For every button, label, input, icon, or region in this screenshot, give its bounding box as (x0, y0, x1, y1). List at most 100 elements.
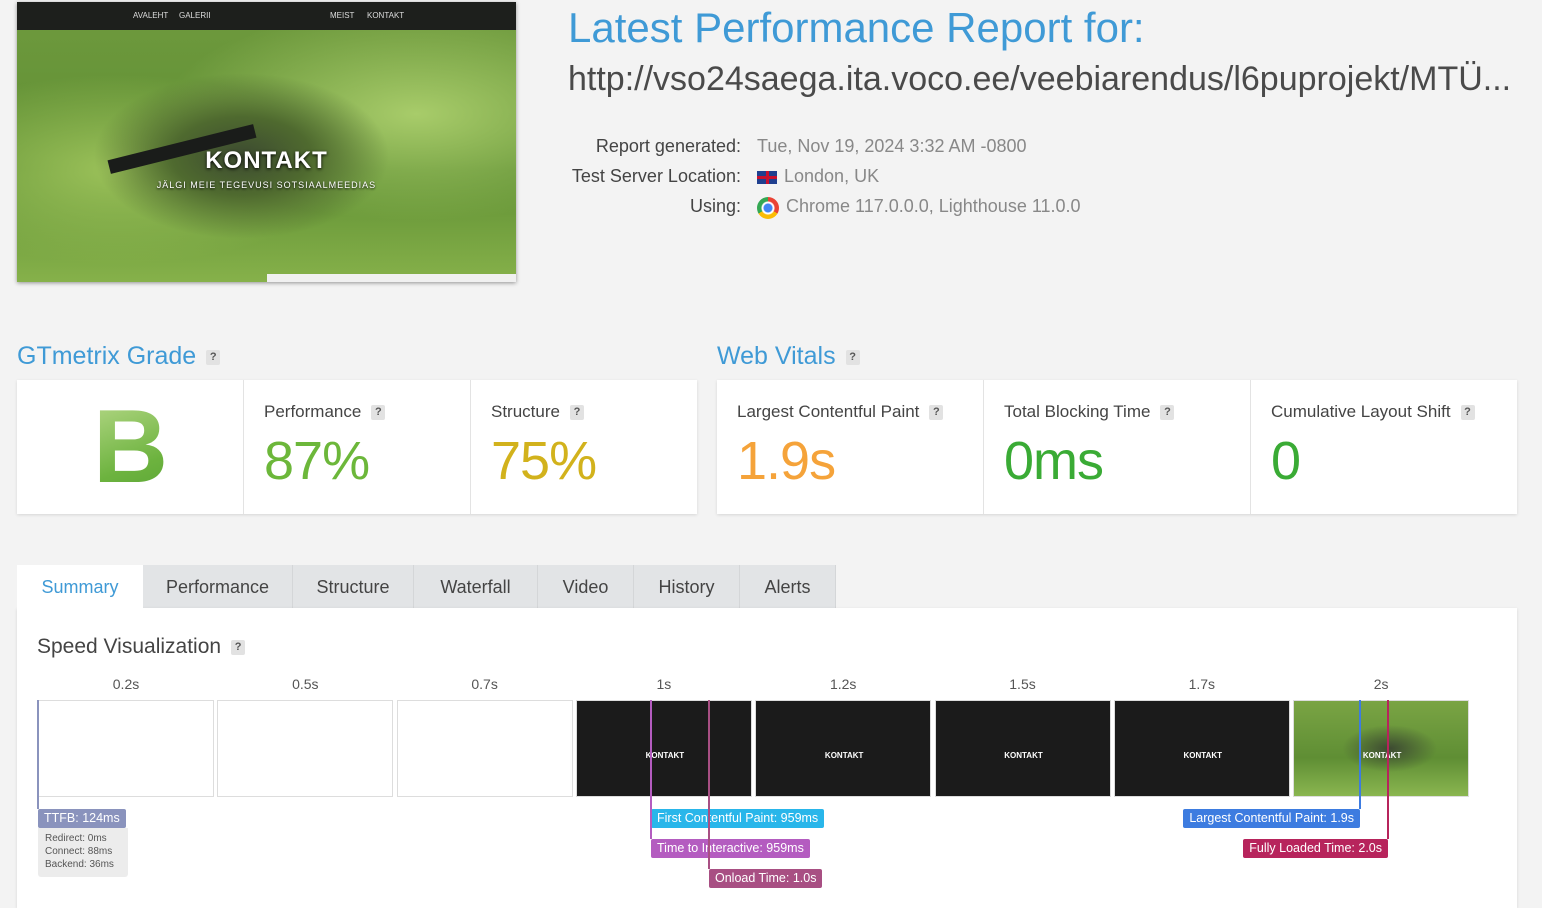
detail-value: Tue, Nov 19, 2024 3:32 AM -0800 (757, 136, 1027, 156)
section-title-text: Web Vitals (717, 342, 836, 370)
tab[interactable]: Waterfall (414, 565, 538, 609)
vital-value: 1.9s (737, 431, 836, 491)
tab[interactable]: Alerts (740, 565, 836, 609)
frame-time: 1.5s (1009, 676, 1036, 692)
tab[interactable]: Structure (293, 565, 414, 609)
ttfb-item: Redirect: 0ms (45, 833, 107, 844)
vital-label: Cumulative Layout Shift? (1271, 402, 1475, 422)
marker-label: Largest Contentful Paint: 1.9s (1183, 809, 1360, 828)
report-title: Latest Performance Report for: (568, 4, 1145, 51)
section-title: Web Vitals? (717, 342, 860, 371)
vital-value: 0ms (1004, 431, 1104, 491)
thumbnail-subheading: JÄLGI MEIE TEGEVUSI SOTSIAALMEEDIAS (156, 180, 377, 190)
vital-value: 0 (1271, 431, 1301, 491)
vital-label: Total Blocking Time? (1004, 402, 1175, 422)
help-icon[interactable]: ? (371, 405, 386, 421)
nav-link: KONTAKT (367, 11, 405, 20)
help-icon[interactable]: ? (231, 639, 246, 655)
marker-label: TTFB: 124ms (38, 809, 126, 828)
detail-value: London, UK (784, 166, 880, 186)
help-icon[interactable]: ? (206, 349, 221, 365)
frame-time: 0.2s (112, 676, 140, 692)
grade-letter: B (17, 388, 244, 507)
metric-label: Performance? (264, 402, 386, 422)
marker-line (37, 700, 39, 809)
metric-cell: Performance? 87% (244, 380, 471, 514)
grade-cell: B (17, 380, 244, 514)
ttfb-item: Connect: 88ms (45, 846, 113, 857)
chrome-icon (757, 197, 779, 219)
filmstrip-frame: KONTAKT (1113, 700, 1290, 797)
marker-label: Onload Time: 1.0s (709, 869, 823, 888)
metric-value: 75% (491, 431, 597, 491)
frame-heading: KONTAKT (1362, 751, 1402, 760)
marker-label: Time to Interactive: 959ms (651, 839, 810, 858)
filmstrip-frame (38, 700, 214, 797)
filmstrip-frame: KONTAKT (575, 700, 752, 797)
speed-title: Speed Visualization? (37, 635, 246, 659)
metric-cell: Structure? 75% (471, 380, 697, 514)
frame-heading: KONTAKT (1004, 751, 1043, 760)
help-icon[interactable]: ? (569, 405, 584, 421)
thumbnail-nav-bar (17, 2, 516, 30)
detail-label: Using: (689, 196, 741, 216)
frame-time: 2s (1373, 676, 1389, 692)
help-icon[interactable]: ? (1160, 405, 1175, 421)
marker-line (650, 700, 652, 839)
filmstrip-frame: KONTAKT (1293, 700, 1470, 797)
frame-heading: KONTAKT (824, 751, 864, 760)
help-icon[interactable]: ? (929, 405, 944, 421)
tab[interactable]: History (634, 565, 740, 609)
frame-heading: KONTAKT (1183, 751, 1223, 760)
vital-cell: Cumulative Layout Shift? 0 (1251, 380, 1517, 514)
nav-link: MEIST (330, 11, 355, 20)
flag-icon (757, 171, 777, 184)
vital-label-text: Largest Contentful Paint (737, 402, 920, 421)
frame-time: 0.5s (292, 676, 319, 692)
vital-label-text: Cumulative Layout Shift (1271, 402, 1451, 421)
thumbnail-heading: KONTAKT (205, 147, 328, 174)
grade-panel: B Performance? 87% Structure? 75% (17, 380, 697, 514)
vital-label-text: Total Blocking Time (1004, 402, 1151, 421)
help-icon[interactable]: ? (1460, 405, 1475, 421)
web-vitals-panel: Largest Contentful Paint? 1.9s Total Blo… (717, 380, 1517, 514)
report-url: http://vso24saega.ita.voco.ee/veebiarend… (568, 60, 1512, 98)
marker-line (1387, 700, 1389, 839)
filmstrip-frame: KONTAKT (934, 700, 1111, 797)
vital-cell: Largest Contentful Paint? 1.9s (717, 380, 984, 514)
detail-label: Test Server Location: (571, 166, 741, 186)
section-title-text: GTmetrix Grade (17, 342, 197, 370)
vital-label: Largest Contentful Paint? (737, 402, 944, 422)
metric-value: 87% (264, 431, 370, 491)
section-title: GTmetrix Grade? (17, 342, 221, 371)
detail-label: Report generated: (595, 136, 741, 156)
nav-link: GALERII (179, 11, 211, 20)
tab[interactable]: Video (538, 565, 634, 609)
metric-label-text: Performance (264, 402, 362, 421)
ttfb-breakdown: Redirect: 0ms Connect: 88ms Backend: 36ms (38, 828, 128, 877)
tab[interactable]: Summary (17, 565, 143, 610)
metric-label-text: Structure (491, 402, 560, 421)
site-thumbnail: AVALEHT GALERII MEIST KONTAKT KONTAKT JÄ… (17, 2, 516, 282)
frame-heading: KONTAKT (645, 751, 685, 760)
frame-time: 1.2s (829, 676, 857, 692)
filmstrip-frame: KONTAKT (755, 700, 932, 797)
thumbnail-footer (267, 274, 516, 282)
marker-line (708, 700, 710, 869)
tab[interactable]: Performance (143, 565, 293, 609)
filmstrip-frame (396, 700, 573, 797)
filmstrip-frame (217, 700, 394, 797)
frame-time: 1s (656, 676, 672, 692)
speed-title-text: Speed Visualization (37, 635, 222, 658)
vital-cell: Total Blocking Time? 0ms (984, 380, 1251, 514)
marker-label: Fully Loaded Time: 2.0s (1243, 839, 1388, 858)
ttfb-item: Backend: 36ms (45, 859, 114, 870)
metric-label: Structure? (491, 402, 584, 422)
frame-time: 1.7s (1188, 676, 1216, 692)
help-icon[interactable]: ? (845, 349, 860, 365)
marker-label: First Contentful Paint: 959ms (651, 809, 825, 828)
nav-link: AVALEHT (133, 11, 169, 20)
frame-time: 0.7s (471, 676, 498, 692)
detail-value: Chrome 117.0.0.0, Lighthouse 11.0.0 (786, 196, 1081, 216)
